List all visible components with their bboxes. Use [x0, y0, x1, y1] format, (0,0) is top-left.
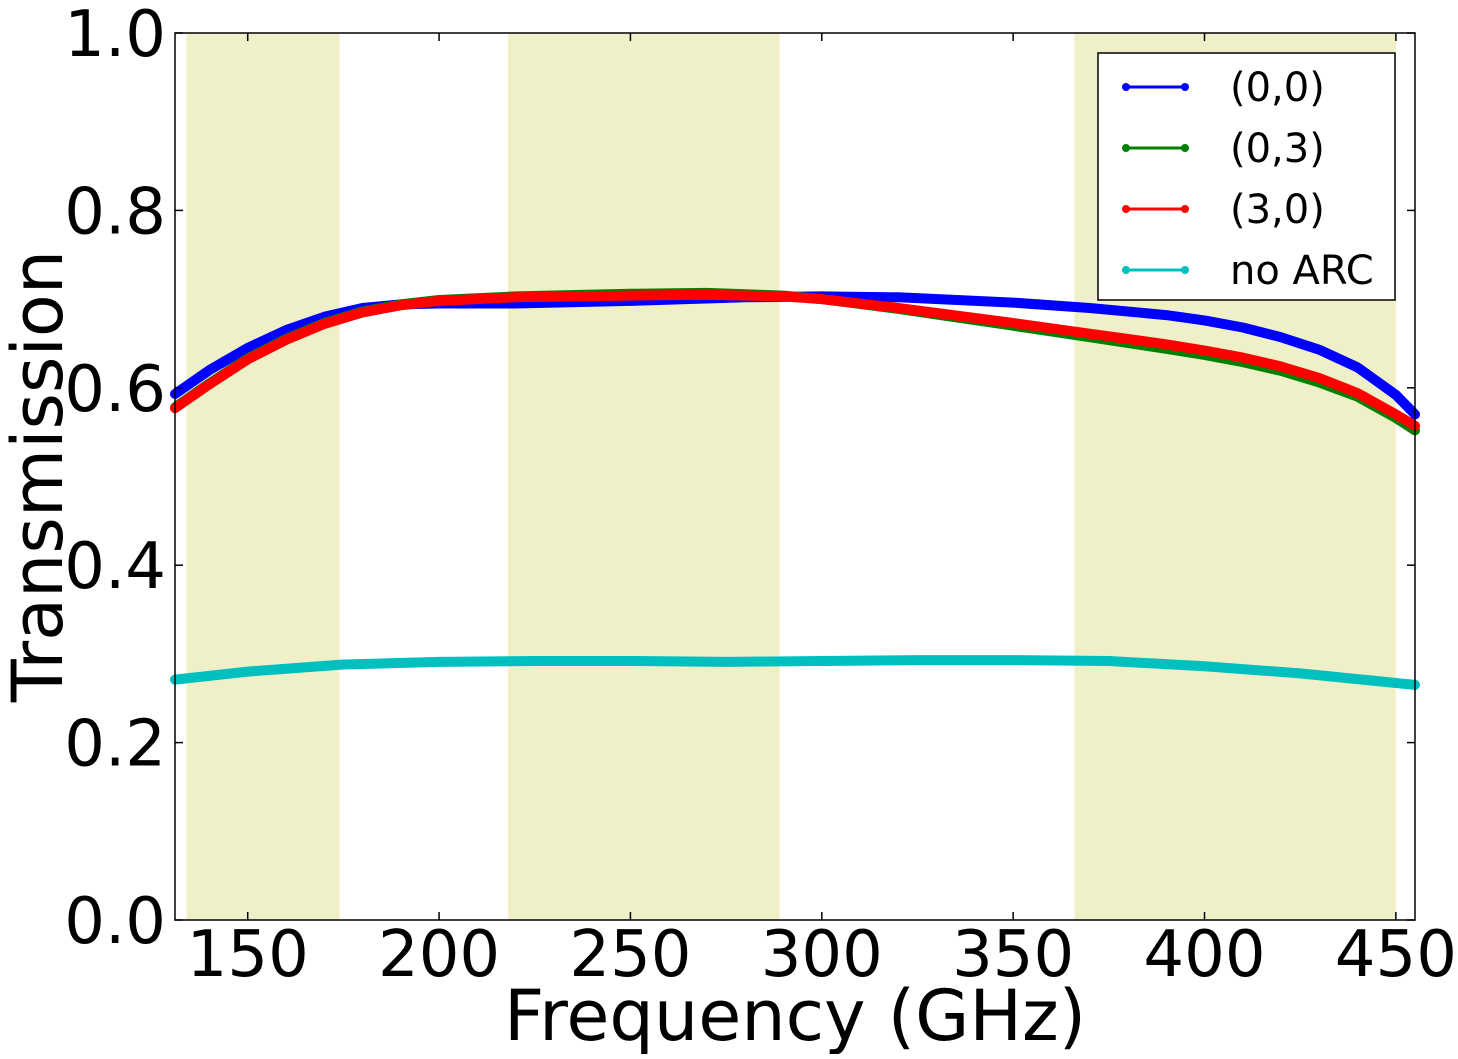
legend-label-3-0: (3,0) [1230, 187, 1325, 233]
legend-marker-0-3 [1122, 144, 1130, 152]
x-tick-label: 200 [378, 918, 500, 992]
legend-marker-no-arc [1122, 266, 1130, 274]
legend-box [1097, 52, 1396, 301]
legend: (0,0) (0,3) (3,0) no ARC [1097, 52, 1396, 301]
x-tick-label: 450 [1335, 918, 1457, 992]
y-tick-label: 1.0 [64, 0, 166, 72]
series-line-no-arc [170, 655, 1420, 690]
x-tick-labels: 150 200 250 300 350 400 450 [187, 918, 1457, 992]
y-axis-title: Transmission [0, 250, 79, 703]
x-tick-label: 400 [1143, 918, 1265, 992]
x-tick-label: 250 [569, 918, 691, 992]
series-line-3-0 [170, 289, 1420, 431]
y-tick-labels: 0.0 0.2 0.4 0.6 0.8 1.0 [64, 0, 166, 959]
legend-marker-0-0 [1122, 83, 1130, 91]
x-tick-label: 350 [952, 918, 1074, 992]
y-tick-label: 0.4 [64, 530, 166, 604]
legend-marker-3-0 [1181, 205, 1189, 213]
y-tick-label: 0.0 [64, 885, 166, 959]
y-tick-label: 0.8 [64, 175, 166, 249]
legend-label-0-0: (0,0) [1230, 65, 1325, 111]
legend-marker-3-0 [1122, 205, 1130, 213]
legend-label-0-3: (0,3) [1230, 126, 1325, 172]
plot-frame [174, 32, 1416, 921]
legend-marker-0-0 [1181, 83, 1189, 91]
legend-label-no-arc: no ARC [1230, 248, 1374, 294]
axis-ticks [175, 32, 1415, 921]
legend-items: (0,0) (0,3) (3,0) no ARC [1122, 65, 1374, 294]
x-axis-title: Frequency (GHz) [504, 975, 1086, 1054]
y-tick-label: 0.6 [64, 353, 166, 427]
legend-marker-no-arc [1181, 266, 1189, 274]
legend-marker-0-3 [1181, 144, 1189, 152]
x-tick-label: 300 [761, 918, 883, 992]
series-lines [170, 287, 1420, 690]
shaded-band-2 [507, 33, 780, 920]
y-tick-label: 0.2 [64, 708, 166, 782]
x-tick-label: 150 [187, 918, 309, 992]
shaded-band-1 [186, 33, 340, 920]
